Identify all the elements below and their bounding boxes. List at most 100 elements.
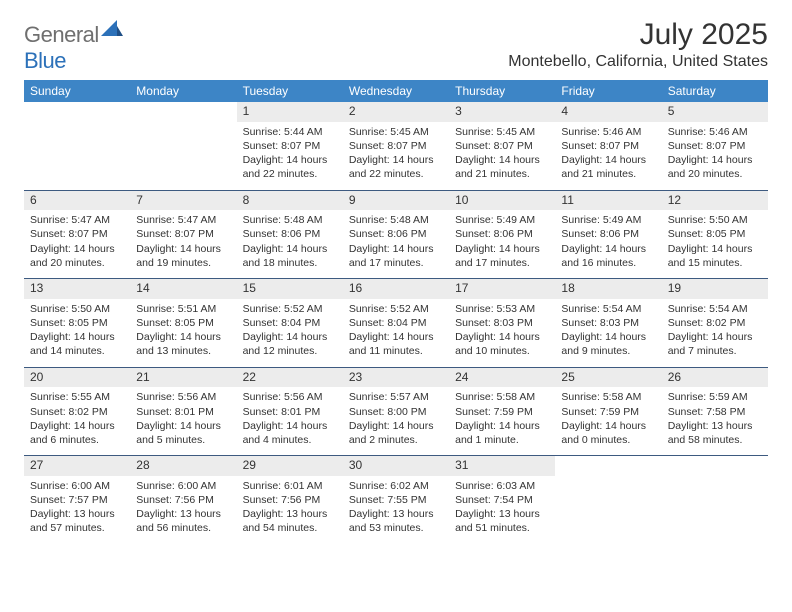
- day-cell: Sunrise: 5:52 AMSunset: 8:04 PMDaylight:…: [237, 299, 343, 368]
- day-content: Sunrise: 5:56 AMSunset: 8:01 PMDaylight:…: [237, 387, 343, 451]
- day-number: 13: [24, 279, 130, 299]
- day-content: Sunrise: 5:48 AMSunset: 8:06 PMDaylight:…: [343, 210, 449, 274]
- sunset-text: Sunset: 7:55 PM: [349, 493, 443, 507]
- daylight-text: Daylight: 14 hours and 0 minutes.: [561, 419, 655, 447]
- logo-word1: General: [24, 22, 99, 47]
- sunset-text: Sunset: 8:07 PM: [561, 139, 655, 153]
- day-number: 21: [130, 368, 236, 388]
- sunrise-text: Sunrise: 5:46 AM: [668, 125, 762, 139]
- logo-sail-icon: [101, 16, 123, 42]
- day-content: Sunrise: 5:52 AMSunset: 8:04 PMDaylight:…: [237, 299, 343, 363]
- daynum-cell: 29: [237, 456, 343, 476]
- day-cell: Sunrise: 6:02 AMSunset: 7:55 PMDaylight:…: [343, 476, 449, 544]
- calendar-table: Sunday Monday Tuesday Wednesday Thursday…: [24, 80, 768, 544]
- sunset-text: Sunset: 7:59 PM: [455, 405, 549, 419]
- day-header: Tuesday: [237, 80, 343, 102]
- title-block: July 2025 Montebello, California, United…: [508, 18, 768, 71]
- sunrise-text: Sunrise: 5:57 AM: [349, 390, 443, 404]
- day-content: Sunrise: 6:00 AMSunset: 7:57 PMDaylight:…: [24, 476, 130, 540]
- day-number: 31: [449, 456, 555, 476]
- sunset-text: Sunset: 8:05 PM: [30, 316, 124, 330]
- day-content: Sunrise: 5:49 AMSunset: 8:06 PMDaylight:…: [555, 210, 661, 274]
- day-number: 30: [343, 456, 449, 476]
- daylight-text: Daylight: 14 hours and 21 minutes.: [561, 153, 655, 181]
- day-cell: Sunrise: 5:49 AMSunset: 8:06 PMDaylight:…: [449, 210, 555, 279]
- month-title: July 2025: [508, 18, 768, 51]
- daynum-cell: [555, 456, 661, 476]
- day-content: Sunrise: 5:47 AMSunset: 8:07 PMDaylight:…: [130, 210, 236, 274]
- daylight-text: Daylight: 14 hours and 21 minutes.: [455, 153, 549, 181]
- day-content: Sunrise: 5:46 AMSunset: 8:07 PMDaylight:…: [662, 122, 768, 186]
- daylight-text: Daylight: 14 hours and 4 minutes.: [243, 419, 337, 447]
- daylight-text: Daylight: 14 hours and 13 minutes.: [136, 330, 230, 358]
- day-number: 22: [237, 368, 343, 388]
- header: GeneralBlue July 2025 Montebello, Califo…: [24, 18, 768, 74]
- daynum-cell: 19: [662, 279, 768, 299]
- day-content: Sunrise: 6:03 AMSunset: 7:54 PMDaylight:…: [449, 476, 555, 540]
- day-number: 16: [343, 279, 449, 299]
- sunset-text: Sunset: 8:02 PM: [668, 316, 762, 330]
- day-cell: Sunrise: 5:57 AMSunset: 8:00 PMDaylight:…: [343, 387, 449, 456]
- content-row: Sunrise: 5:50 AMSunset: 8:05 PMDaylight:…: [24, 299, 768, 368]
- daylight-text: Daylight: 14 hours and 17 minutes.: [349, 242, 443, 270]
- daylight-text: Daylight: 13 hours and 54 minutes.: [243, 507, 337, 535]
- day-content: Sunrise: 5:46 AMSunset: 8:07 PMDaylight:…: [555, 122, 661, 186]
- sunset-text: Sunset: 7:59 PM: [561, 405, 655, 419]
- sunset-text: Sunset: 8:04 PM: [243, 316, 337, 330]
- sunrise-text: Sunrise: 5:54 AM: [668, 302, 762, 316]
- day-content: Sunrise: 5:54 AMSunset: 8:02 PMDaylight:…: [662, 299, 768, 363]
- day-number: 7: [130, 191, 236, 211]
- daynum-cell: [24, 102, 130, 122]
- day-header: Saturday: [662, 80, 768, 102]
- day-cell: Sunrise: 5:55 AMSunset: 8:02 PMDaylight:…: [24, 387, 130, 456]
- daynum-cell: 9: [343, 190, 449, 210]
- sunrise-text: Sunrise: 5:55 AM: [30, 390, 124, 404]
- daylight-text: Daylight: 14 hours and 14 minutes.: [30, 330, 124, 358]
- logo: GeneralBlue: [24, 22, 123, 74]
- daynum-cell: 30: [343, 456, 449, 476]
- daylight-text: Daylight: 14 hours and 11 minutes.: [349, 330, 443, 358]
- daynum-cell: 28: [130, 456, 236, 476]
- sunrise-text: Sunrise: 6:00 AM: [136, 479, 230, 493]
- daylight-text: Daylight: 14 hours and 6 minutes.: [30, 419, 124, 447]
- day-header: Thursday: [449, 80, 555, 102]
- sunrise-text: Sunrise: 5:46 AM: [561, 125, 655, 139]
- daylight-text: Daylight: 14 hours and 2 minutes.: [349, 419, 443, 447]
- sunset-text: Sunset: 8:05 PM: [668, 227, 762, 241]
- day-header: Friday: [555, 80, 661, 102]
- sunrise-text: Sunrise: 5:52 AM: [243, 302, 337, 316]
- daylight-text: Daylight: 14 hours and 1 minute.: [455, 419, 549, 447]
- sunrise-text: Sunrise: 5:58 AM: [455, 390, 549, 404]
- day-content: Sunrise: 5:50 AMSunset: 8:05 PMDaylight:…: [662, 210, 768, 274]
- day-content: Sunrise: 5:51 AMSunset: 8:05 PMDaylight:…: [130, 299, 236, 363]
- day-cell: Sunrise: 5:51 AMSunset: 8:05 PMDaylight:…: [130, 299, 236, 368]
- daynum-row: 13141516171819: [24, 279, 768, 299]
- day-number: 5: [662, 102, 768, 122]
- day-cell: [24, 122, 130, 191]
- day-cell: Sunrise: 5:58 AMSunset: 7:59 PMDaylight:…: [555, 387, 661, 456]
- day-cell: Sunrise: 5:50 AMSunset: 8:05 PMDaylight:…: [24, 299, 130, 368]
- day-content: Sunrise: 5:45 AMSunset: 8:07 PMDaylight:…: [449, 122, 555, 186]
- daylight-text: Daylight: 14 hours and 15 minutes.: [668, 242, 762, 270]
- sunset-text: Sunset: 8:07 PM: [136, 227, 230, 241]
- content-row: Sunrise: 5:44 AMSunset: 8:07 PMDaylight:…: [24, 122, 768, 191]
- day-cell: Sunrise: 5:59 AMSunset: 7:58 PMDaylight:…: [662, 387, 768, 456]
- daynum-cell: 3: [449, 102, 555, 122]
- daynum-cell: 6: [24, 190, 130, 210]
- daylight-text: Daylight: 14 hours and 7 minutes.: [668, 330, 762, 358]
- daynum-row: 12345: [24, 102, 768, 122]
- sunrise-text: Sunrise: 5:53 AM: [455, 302, 549, 316]
- day-cell: Sunrise: 5:49 AMSunset: 8:06 PMDaylight:…: [555, 210, 661, 279]
- day-cell: Sunrise: 5:54 AMSunset: 8:03 PMDaylight:…: [555, 299, 661, 368]
- day-cell: Sunrise: 5:47 AMSunset: 8:07 PMDaylight:…: [130, 210, 236, 279]
- day-cell: Sunrise: 5:45 AMSunset: 8:07 PMDaylight:…: [449, 122, 555, 191]
- day-number: 10: [449, 191, 555, 211]
- day-header: Wednesday: [343, 80, 449, 102]
- sunset-text: Sunset: 7:57 PM: [30, 493, 124, 507]
- day-number: 12: [662, 191, 768, 211]
- daynum-cell: 17: [449, 279, 555, 299]
- day-cell: Sunrise: 5:56 AMSunset: 8:01 PMDaylight:…: [130, 387, 236, 456]
- day-content: Sunrise: 5:45 AMSunset: 8:07 PMDaylight:…: [343, 122, 449, 186]
- daynum-cell: 26: [662, 367, 768, 387]
- day-cell: Sunrise: 5:48 AMSunset: 8:06 PMDaylight:…: [343, 210, 449, 279]
